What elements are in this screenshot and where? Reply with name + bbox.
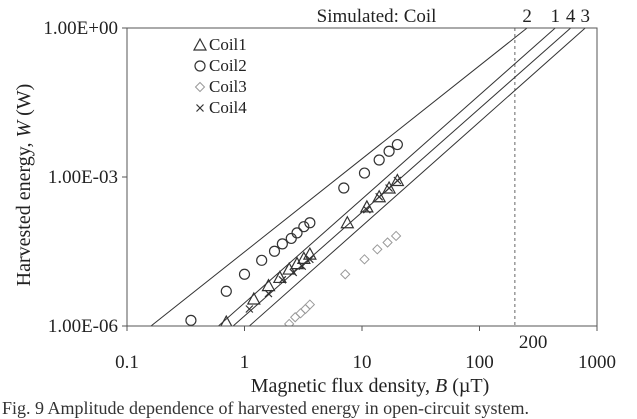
coil4-point: [385, 184, 394, 192]
x-tick-label: 100: [465, 352, 494, 373]
legend-coil1-marker: [192, 37, 208, 51]
coil2-point: [285, 232, 297, 245]
reference-line-label: 200: [519, 332, 548, 353]
coil3-point: [390, 230, 402, 242]
coil3-point: [359, 254, 370, 265]
y-tick-label: 1.00E+00: [43, 18, 118, 39]
coil1-point: [372, 189, 387, 203]
x-tick-label: 1: [240, 352, 250, 373]
simulated-line-label: 3: [580, 6, 590, 27]
coil2-point: [304, 217, 316, 229]
simulated-label: Simulated: Coil: [317, 6, 437, 27]
coil3-point: [295, 308, 306, 319]
x-marker-stroke: [362, 205, 371, 214]
x-marker-stroke: [278, 275, 287, 284]
coil1-point: [390, 173, 405, 187]
chart: 0.1 1 10 100 1000 1.00E-06 1.00E-03 1.00E+00 200…: [13, 6, 616, 397]
coil1-point: [340, 215, 355, 229]
x-tick-label: 0.1: [115, 352, 139, 373]
simulated-line-coil-1: [218, 28, 556, 326]
coil3-point: [340, 269, 351, 280]
coil4-point: [362, 205, 371, 214]
coil1-point: [382, 180, 397, 194]
coil4-point: [278, 275, 287, 284]
x-marker-stroke: [305, 255, 314, 264]
legend-coil2-marker: [194, 60, 206, 72]
x-marker-stroke: [385, 184, 394, 192]
coil4-point: [289, 268, 298, 277]
coil2-point: [268, 245, 281, 257]
figure-caption: Fig. 9 Amplitude dependence of harvested…: [2, 398, 530, 418]
legend-coil1-label: Coil1: [209, 35, 247, 54]
y-axis-title-part: W: [13, 119, 35, 138]
coil2-point: [276, 238, 288, 250]
coil2-point: [185, 314, 197, 326]
simulated-line-label: 2: [522, 6, 532, 27]
x-axis-title-part: Magnetic flux density,: [251, 375, 435, 397]
y-axis-title: Harvested energy, W (W): [13, 84, 35, 287]
legend-coil4-marker: [196, 104, 204, 112]
coil2-point: [256, 254, 268, 266]
simulated-line-label: 1: [550, 6, 560, 27]
y-axis-title-part: Harvested energy,: [13, 138, 35, 287]
coil3-point: [382, 237, 393, 248]
coil2-point: [358, 167, 371, 179]
coil2-point: [220, 285, 232, 297]
x-axis-title-part: (µT): [447, 375, 489, 397]
coil4-point: [305, 255, 314, 264]
coil4-point: [264, 289, 273, 298]
coil2-point: [373, 154, 385, 166]
x-marker-stroke: [289, 268, 298, 277]
coil3-point: [304, 299, 316, 310]
coil4-point: [393, 176, 402, 185]
simulated-line-coil-2: [150, 28, 528, 326]
coil4-point: [375, 192, 384, 201]
legend-coil2-label: Coil2: [209, 56, 247, 75]
x-tick-label: 1000: [578, 352, 616, 373]
coil1-point: [220, 314, 233, 326]
coil2-point: [338, 182, 350, 194]
legend-coil3-label: Coil3: [209, 77, 247, 96]
coil4-point: [298, 262, 307, 271]
simulated-line-label: 4: [566, 6, 576, 27]
coil4-point: [245, 305, 254, 313]
coil2-point: [291, 227, 303, 239]
coil2-point: [238, 268, 251, 280]
x-marker-stroke: [298, 262, 307, 271]
coil1-point: [246, 291, 261, 305]
x-marker-stroke: [196, 104, 204, 112]
coil1-point: [296, 251, 311, 264]
coil2-point: [391, 138, 403, 151]
coil2-point: [298, 221, 310, 233]
x-marker-stroke: [375, 192, 384, 201]
coil2-point: [383, 145, 395, 157]
x-marker-stroke: [245, 305, 254, 313]
coil3-point: [300, 303, 311, 315]
legend-coil3-marker: [194, 81, 206, 93]
x-axis-title-part: B: [435, 375, 447, 397]
y-axis-title-part: (W): [13, 84, 35, 121]
x-axis-title: Magnetic flux density, B (µT): [251, 375, 490, 397]
coil3-point: [372, 244, 383, 255]
x-marker-stroke: [393, 176, 402, 185]
simulated-line-coil-4: [232, 28, 572, 326]
coil3-point: [289, 312, 301, 323]
legend-coil4-label: Coil4: [209, 98, 247, 117]
x-tick-label: 10: [353, 352, 372, 373]
coil1-point: [302, 246, 317, 260]
y-tick-label: 1.00E-03: [48, 167, 118, 188]
x-marker-stroke: [264, 289, 273, 298]
simulated-line-coil-3: [249, 28, 586, 326]
coil3-point: [283, 318, 295, 326]
y-tick-label: 1.00E-06: [48, 316, 118, 337]
coil1-point: [261, 278, 276, 292]
